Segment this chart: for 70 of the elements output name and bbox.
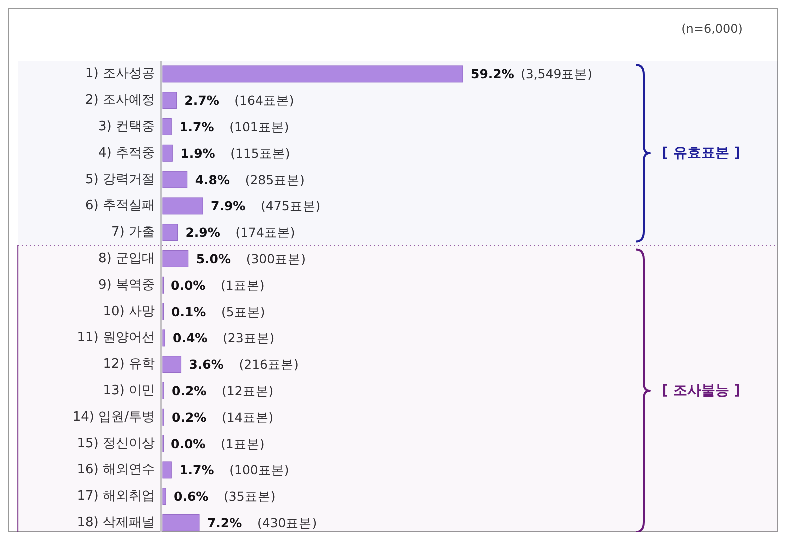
annotation: (300표본) <box>246 252 306 266</box>
annotation: (285표본) <box>245 172 305 188</box>
bar <box>162 144 173 162</box>
annotation: (100표본) <box>230 462 290 478</box>
annotation: (1표본) <box>221 278 265 293</box>
band-label: [ 조사불능 ] <box>662 383 741 399</box>
y-tick-label: 18) 삭제패널 <box>77 516 155 530</box>
bar <box>162 330 166 347</box>
y-tick-label: 10) 사망 <box>103 304 155 320</box>
data-label: 2.7% <box>184 93 220 108</box>
annotation: (216표본) <box>239 357 299 372</box>
bar <box>162 118 172 136</box>
data-label: 0.4% <box>173 330 208 346</box>
data-label: 1.7% <box>180 120 215 134</box>
y-tick-label: 9) 복역중 <box>98 278 155 293</box>
text: (n=6,000) <box>682 22 743 36</box>
annotation: (174표본) <box>236 225 296 240</box>
data-label: 1.9% <box>180 146 216 161</box>
y-tick-label: 5) 강력거절 <box>86 172 155 188</box>
bar <box>162 514 200 532</box>
text: (3,549표본) <box>521 66 593 82</box>
data-label: 7.9% <box>211 198 246 214</box>
y-tick-label: 3) 컨택중 <box>98 120 155 134</box>
data-label: 3.6% <box>189 357 224 372</box>
y-tick-label: 13) 이민 <box>103 384 155 398</box>
y-tick-label: 2) 조사예정 <box>86 93 155 108</box>
y-tick-label: 1) 조사성공 <box>86 66 155 82</box>
y-tick-label: 12) 유학 <box>103 357 155 372</box>
y-tick-label: 6) 추적실패 <box>86 198 155 214</box>
annotation: (5표본) <box>222 304 266 320</box>
bar <box>162 250 189 268</box>
data-label: 7.2% <box>207 516 243 530</box>
bar <box>162 224 178 242</box>
bar <box>162 171 188 188</box>
band-label: [ 유효표본 ] <box>662 145 741 162</box>
annotation: (1표본) <box>221 436 265 452</box>
y-tick-label: 8) 군입대 <box>98 252 155 266</box>
annotation: (35표본) <box>224 489 276 504</box>
data-label: 0.2% <box>172 410 208 425</box>
y-tick-label: 17) 해외취업 <box>77 489 155 504</box>
annotation: (101표본) <box>230 120 290 134</box>
data-label: 2.9% <box>186 225 221 240</box>
data-label: 0.0% <box>171 436 206 452</box>
y-tick-label: 4) 추적중 <box>98 146 155 161</box>
bar <box>162 488 166 506</box>
annotation: (115표본) <box>230 146 290 161</box>
bar <box>162 198 204 215</box>
annotation: (12표본) <box>222 384 274 398</box>
y-tick-label: 16) 해외연수 <box>77 462 155 478</box>
annotation: (164표본) <box>234 93 294 108</box>
bar <box>162 92 177 110</box>
data-label: 5.0% <box>196 252 232 266</box>
y-tick-label: 15) 정신이상 <box>77 436 155 452</box>
annotation: (475표본) <box>261 198 321 214</box>
annotation: (14표본) <box>222 410 274 425</box>
data-label: 1.7% <box>180 462 215 478</box>
bar <box>162 462 172 479</box>
y-tick-label: 7) 가출 <box>112 225 155 240</box>
bar <box>162 66 464 83</box>
y-tick-label: 11) 원양어선 <box>77 330 155 346</box>
annotation: (23표본) <box>223 330 275 346</box>
annotation: (430표본) <box>257 516 318 530</box>
data-label: 0.1% <box>172 304 207 320</box>
bar <box>162 356 182 374</box>
data-label: 0.6% <box>174 489 210 504</box>
data-label: 0.2% <box>172 384 208 398</box>
data-label: 0.0% <box>171 278 206 293</box>
y-tick-label: 14) 입원/투병 <box>72 410 155 425</box>
data-label: 4.8% <box>195 172 230 188</box>
data-label: 59.2% <box>471 66 515 82</box>
